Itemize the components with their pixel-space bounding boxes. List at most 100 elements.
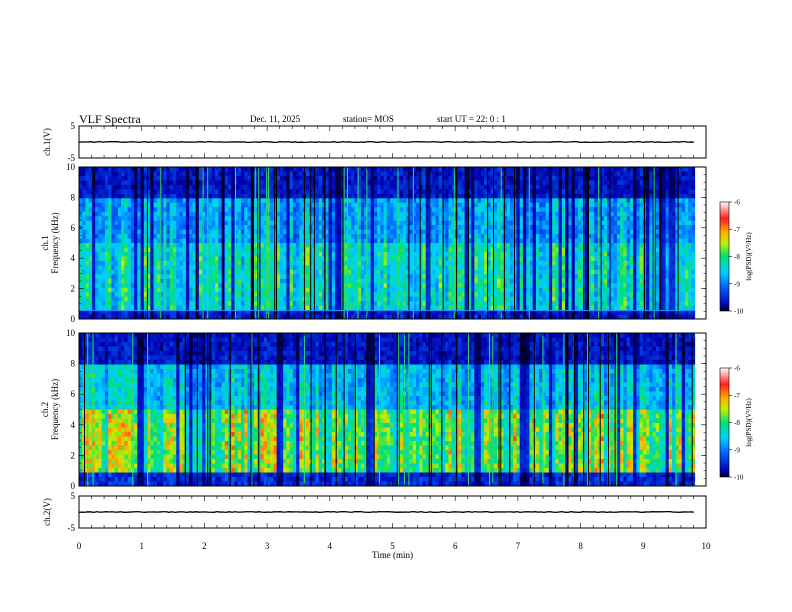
ch1-spectrogram-cell	[143, 310, 148, 315]
ch1-spectrogram-cell	[412, 229, 417, 235]
ch1-spectrogram-cell	[370, 220, 375, 226]
ch1-spectrogram-cell	[441, 305, 446, 311]
ch1-spectrogram-cell	[318, 238, 323, 244]
ch1-spectrogram-cell	[484, 180, 488, 186]
ch1-spectrogram-cell	[377, 243, 381, 248]
ch1-spectrogram-cell	[140, 216, 145, 222]
ch1-spectrogram-cell	[425, 269, 430, 275]
ch1-spectrogram-cell	[432, 292, 436, 298]
ch1-spectrogram-cell	[198, 292, 203, 298]
ch1-spectrogram-cell	[370, 278, 375, 284]
ch1-spectrogram-cell	[506, 287, 511, 293]
ch1-spectrogram-cell	[390, 283, 394, 289]
ch1-spectrogram-cell	[283, 260, 287, 266]
ch1-spectrogram-cell	[315, 296, 320, 302]
ch1-spectrogram-cell	[471, 202, 475, 208]
ch1-spectrogram-cell	[422, 211, 427, 217]
ch1-spectrogram-cell	[471, 193, 475, 199]
ch1-spectrogram-cell	[279, 207, 284, 213]
ch1-spectrogram-cell	[506, 247, 511, 253]
ch1-spectrogram-cell	[160, 175, 164, 181]
ch1-spectrogram-cell	[539, 310, 543, 315]
ch1-spectrogram-cell	[82, 225, 86, 230]
ch1-spectrogram-cell	[79, 234, 83, 239]
ch1-spectrogram-cell	[130, 175, 135, 181]
ch1-spectrogram-cell	[160, 305, 164, 311]
ch1-spectrogram-cell	[241, 238, 245, 244]
ch1-spectrogram-cell	[289, 184, 294, 190]
ch1-spectrogram-cell	[471, 225, 475, 230]
ch1-spectrogram-cell	[169, 167, 174, 172]
ch1-spectrogram-cell	[202, 310, 206, 315]
ch1-spectrogram-cell	[532, 283, 537, 289]
ch1-spectrogram-cell	[328, 274, 333, 280]
ch1-spectrogram-cell	[390, 193, 394, 199]
ch1-spectrogram-cell	[283, 216, 287, 222]
ch1-spectrogram-cell	[412, 296, 417, 302]
ch1-spectrogram-cell	[448, 198, 453, 204]
ch1-spectrogram-cell	[435, 167, 440, 172]
ch1-spectrogram-cell	[458, 274, 462, 280]
ch1-spectrogram-cell	[169, 251, 174, 257]
ch1-spectrogram-cell	[448, 278, 453, 284]
ch1-spectrogram-cell	[390, 269, 394, 275]
ch1-spectrogram-cell	[279, 301, 284, 306]
ch1-spectrogram-cell	[328, 216, 333, 222]
ch1-spectrogram-cell	[500, 180, 504, 186]
ch1-spectrogram-cell	[535, 243, 540, 248]
ch1-spectrogram-cell	[166, 184, 171, 190]
ch1-spectrogram-cell	[263, 251, 268, 257]
ch1-spectrogram-cell	[373, 202, 378, 208]
ch1-spectrogram-cell	[104, 234, 109, 239]
ch1-spectrogram-cell	[260, 220, 265, 226]
ch1-spectrogram-cell	[380, 274, 385, 280]
ch1-spectrogram-cell	[296, 184, 300, 190]
ch1-spectrogram-cell	[506, 202, 511, 208]
ch1-spectrogram-cell	[451, 225, 456, 230]
ch1-spectrogram-cell	[208, 175, 213, 181]
ch1-spectrogram-cell	[445, 202, 449, 208]
ch1-spectrogram-cell	[296, 301, 300, 306]
ch1-spectrogram-cell	[182, 287, 187, 293]
ch1-spectrogram-cell	[399, 180, 404, 186]
ch1-spectrogram-cell	[172, 243, 177, 248]
ch1-spectrogram-cell	[477, 175, 482, 181]
ch1-spectrogram-cell	[500, 175, 504, 181]
ch1-spectrogram-cell	[117, 225, 122, 230]
ch1-spectrogram-cell	[124, 243, 129, 248]
ch1-spectrogram-cell	[91, 287, 96, 293]
ch1-spectrogram-cell	[354, 296, 359, 302]
ch1-spectrogram-cell	[234, 256, 239, 262]
ch1-spectrogram-cell	[166, 171, 171, 177]
ch1-spectrogram-cell	[403, 260, 407, 266]
ch1-spectrogram-cell	[335, 202, 339, 208]
ch1-spectrogram-cell	[360, 193, 365, 199]
ch1-spectrogram-cell	[325, 310, 329, 315]
ch1-spectrogram-cell	[182, 171, 187, 177]
ch1-spectrogram-cell	[510, 251, 514, 257]
ch1-spectrogram-cell	[198, 216, 203, 222]
ch1-spectrogram-cell	[380, 283, 385, 289]
ch1-spectrogram-cell	[82, 171, 86, 177]
ch1-spectrogram-cell	[218, 292, 222, 298]
ch1-spectrogram-cell	[140, 238, 145, 244]
ch1-spectrogram-cell	[179, 175, 184, 181]
ch1-spectrogram-cell	[283, 202, 287, 208]
ch1-spectrogram-cell	[228, 225, 232, 230]
ch1-spectrogram-cell	[163, 207, 167, 213]
ch1-spectrogram-cell	[299, 305, 303, 311]
ch1-spectrogram-cell	[406, 305, 410, 311]
ch1-spectrogram-cell	[305, 314, 310, 319]
ch1-spectrogram-cell	[202, 243, 206, 248]
ch1-spectrogram-cell	[419, 220, 423, 226]
ch1-spectrogram-cell	[406, 189, 410, 195]
ch1-spectrogram-cell	[163, 247, 167, 253]
ch1-spectrogram-cell	[114, 207, 119, 213]
ch1-spectrogram-cell	[338, 216, 342, 222]
ch1-spectrogram-cell	[185, 251, 190, 257]
ch1-spectrogram-cell	[147, 202, 151, 208]
ch1-spectrogram-cell	[182, 180, 187, 186]
ch1-spectrogram-cell	[101, 310, 106, 315]
ch1-spectrogram-cell	[179, 305, 184, 311]
ch1-spectrogram-cell	[412, 287, 417, 293]
